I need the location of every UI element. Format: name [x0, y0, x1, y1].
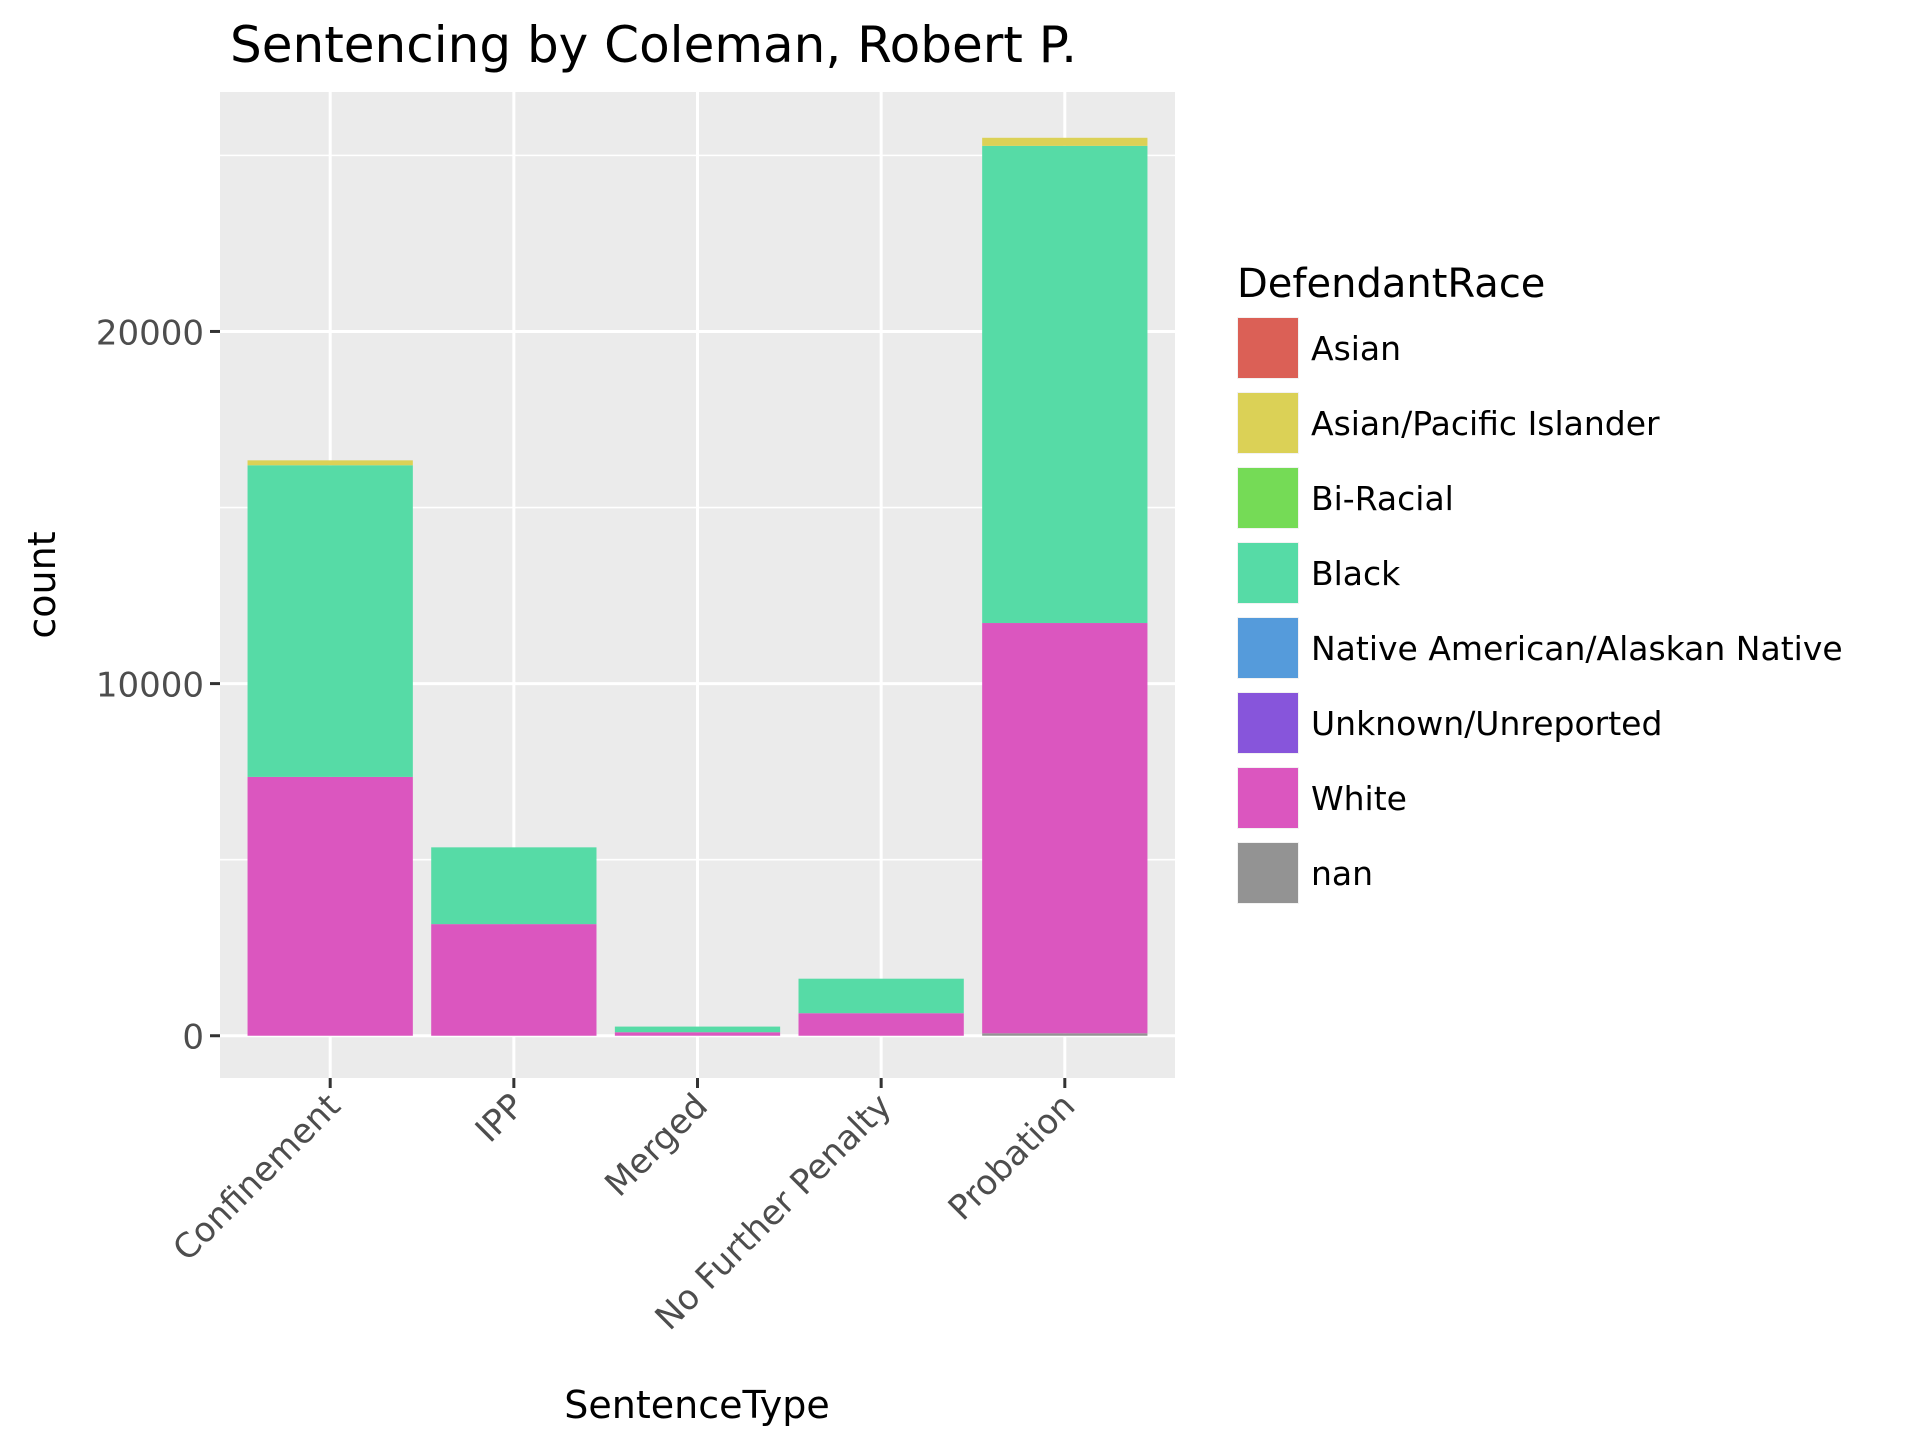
- bar-white: [614, 1032, 781, 1036]
- legend-swatch: [1238, 843, 1298, 903]
- legend-label: Native American/Alaskan Native: [1311, 629, 1843, 668]
- bar-white: [982, 623, 1148, 1034]
- legend-swatch: [1238, 468, 1298, 528]
- legend-swatch: [1238, 393, 1298, 453]
- legend-swatch: [1238, 318, 1298, 378]
- bars: [247, 137, 1148, 1036]
- bar-white: [798, 1013, 964, 1036]
- bar-asian-pacific-islander: [982, 137, 1148, 146]
- legend-swatch: [1238, 693, 1298, 753]
- legend: DefendantRace Asian Asian/Pacific Islande…: [1237, 261, 1843, 904]
- bar-black: [798, 978, 964, 1014]
- y-axis-title: count: [20, 531, 64, 638]
- bar-black: [614, 1026, 781, 1033]
- bar-black: [982, 145, 1148, 624]
- bar-white: [247, 776, 413, 1036]
- legend-label: Asian/Pacific Islander: [1311, 404, 1660, 443]
- y-axis: 0 10000 20000: [96, 313, 220, 1058]
- legend-title: DefendantRace: [1237, 261, 1545, 307]
- bar-asian-pacific-islander: [247, 460, 413, 466]
- legend-label: White: [1311, 779, 1407, 818]
- legend-items: Asian Asian/Pacific Islander Bi-Racial Blac…: [1237, 317, 1843, 904]
- legend-swatch: [1238, 618, 1298, 678]
- y-tick-label: 10000: [96, 666, 204, 706]
- y-tick-label: 20000: [96, 313, 204, 353]
- bar-black: [247, 465, 413, 777]
- legend-label: Black: [1311, 554, 1401, 593]
- y-tick-label: 0: [182, 1018, 204, 1058]
- bar-white: [431, 924, 597, 1036]
- x-axis-title: SentenceType: [564, 1383, 830, 1427]
- legend-swatch: [1238, 543, 1298, 603]
- legend-label: Unknown/Unreported: [1311, 704, 1662, 743]
- legend-label: nan: [1311, 854, 1373, 893]
- legend-label: Asian: [1311, 329, 1401, 368]
- legend-swatch: [1238, 768, 1298, 828]
- bar-black: [431, 847, 597, 925]
- legend-label: Bi-Racial: [1311, 479, 1454, 518]
- bar-nan: [982, 1033, 1148, 1036]
- chart-title: Sentencing by Coleman, Robert P.: [230, 16, 1077, 74]
